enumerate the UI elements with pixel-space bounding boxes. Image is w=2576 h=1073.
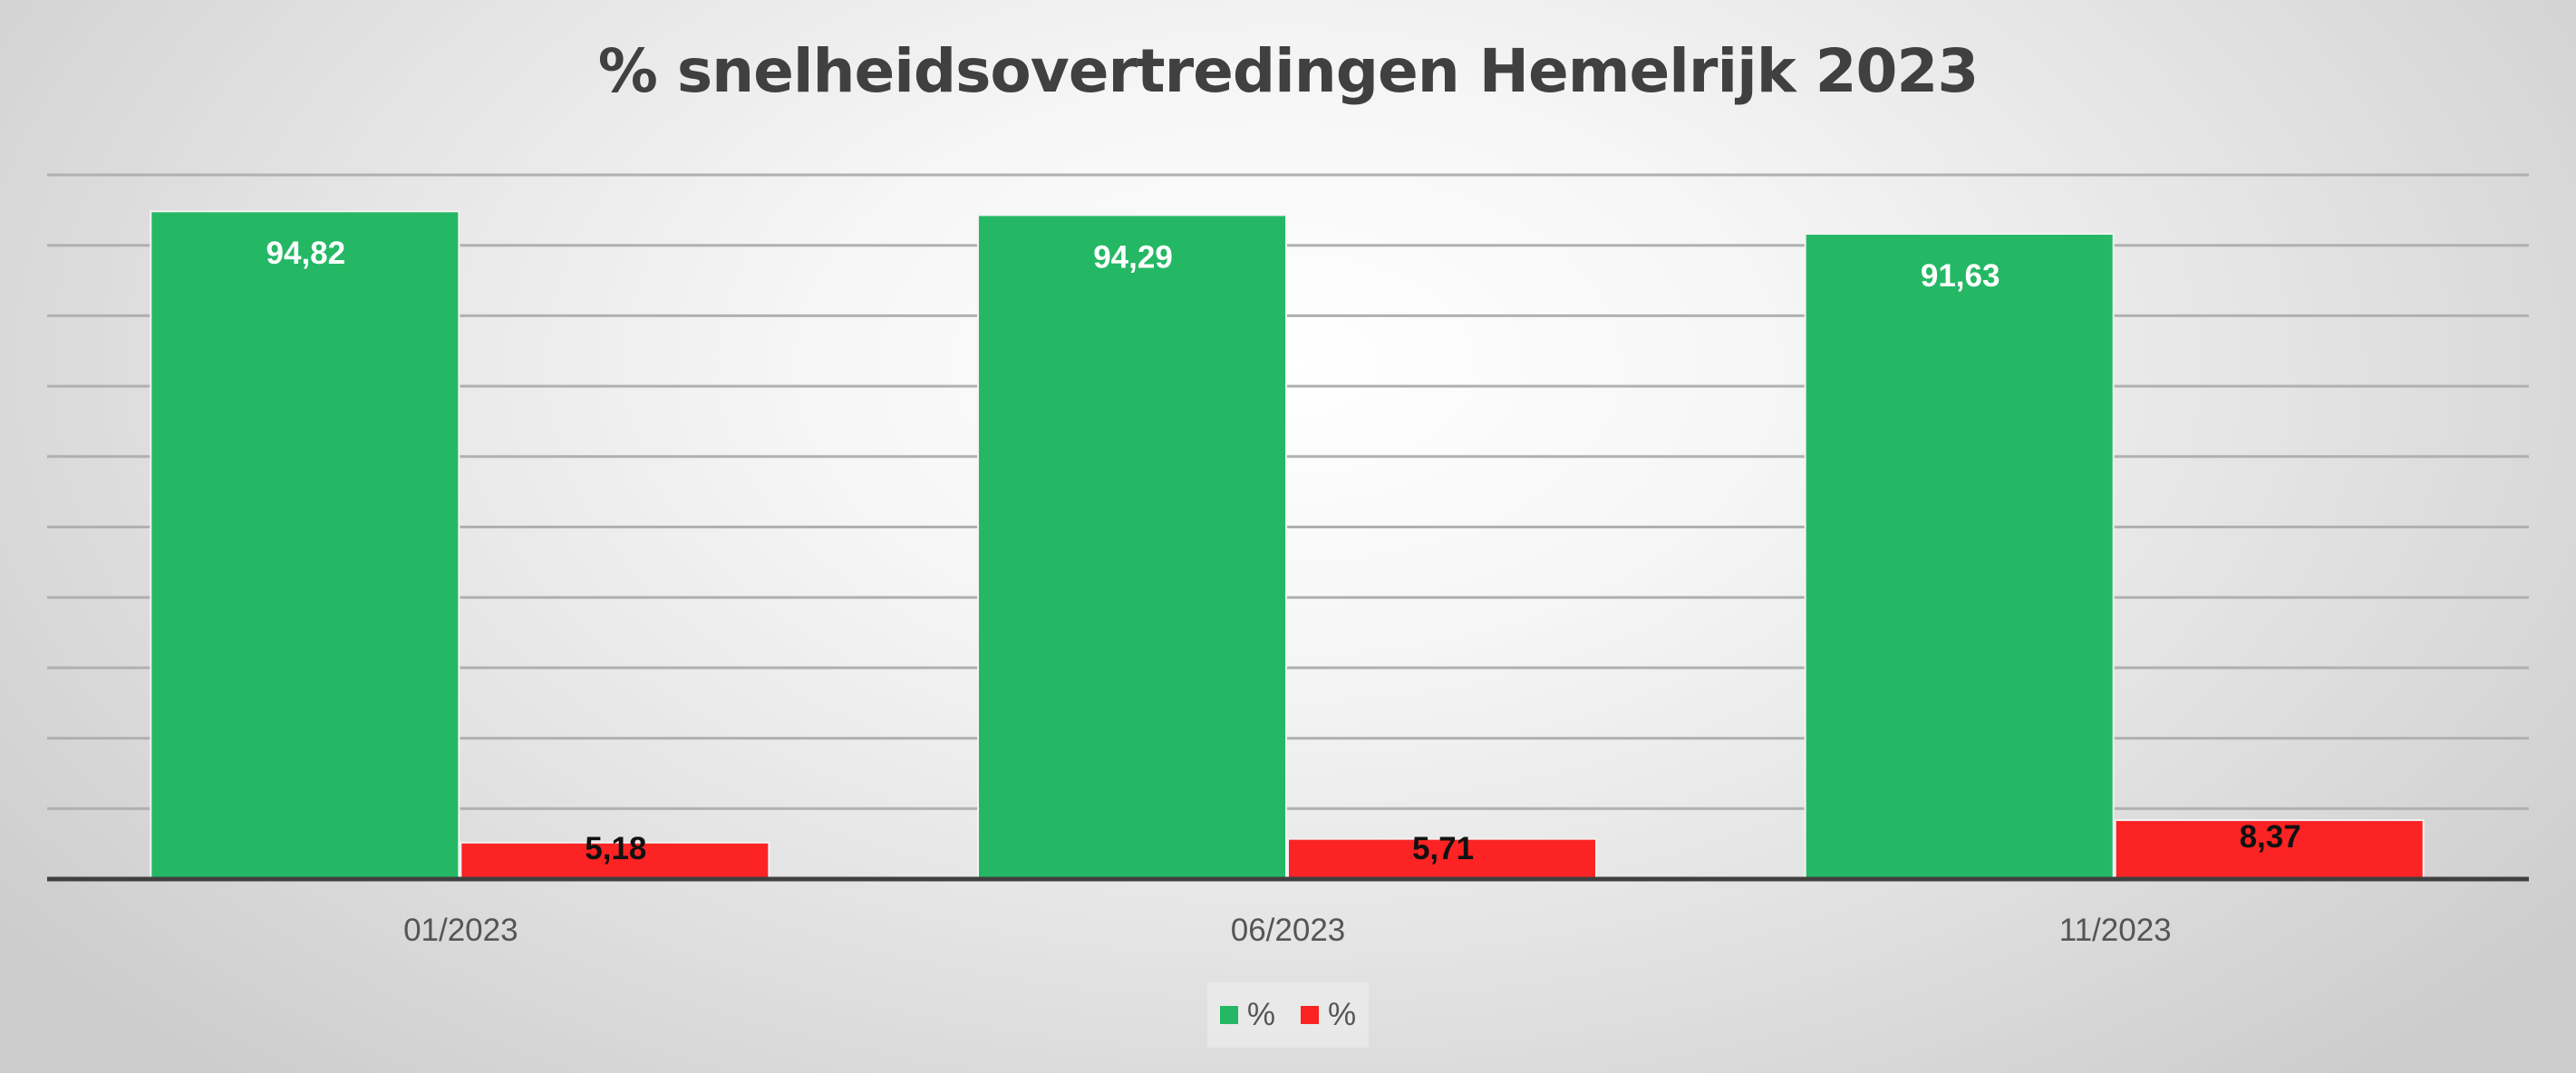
legend: % % [1207, 982, 1369, 1048]
data-label: 94,82 [266, 236, 346, 271]
data-label: 94,29 [1093, 239, 1173, 275]
gridlines [47, 173, 2529, 810]
legend-label-series-2: % [1328, 997, 1357, 1032]
data-label: 91,63 [1921, 258, 2000, 294]
bar-11-2023-series-2 [2114, 818, 2425, 880]
data-labels: 94,82 5,18 94,29 5,71 91,63 8,37 [266, 236, 2301, 866]
category-label: 01/2023 [403, 913, 518, 948]
category-labels: 01/2023 06/2023 11/2023 [403, 913, 2172, 948]
legend-item-series-2: % [1301, 997, 1356, 1033]
bar-01-2023-series-2 [460, 841, 770, 881]
legend-label-series-1: % [1246, 997, 1275, 1032]
bar-11-2023-series-1 [1804, 233, 2115, 880]
data-label: 5,18 [585, 831, 646, 866]
chart-title: % snelheidsovertredingen Hemelrijk 2023 [597, 36, 1980, 106]
category-label: 06/2023 [1231, 913, 1346, 948]
legend-item-series-1: % [1219, 997, 1275, 1033]
data-label: 5,71 [1412, 831, 1474, 866]
bars [150, 210, 2425, 881]
legend-swatch-green [1219, 1006, 1238, 1024]
legend-swatch-red [1301, 1006, 1319, 1024]
bar-06-2023-series-1 [977, 214, 1287, 880]
bar-01-2023-series-1 [150, 210, 460, 880]
category-label: 11/2023 [2059, 913, 2172, 948]
data-label: 8,37 [2240, 819, 2301, 855]
